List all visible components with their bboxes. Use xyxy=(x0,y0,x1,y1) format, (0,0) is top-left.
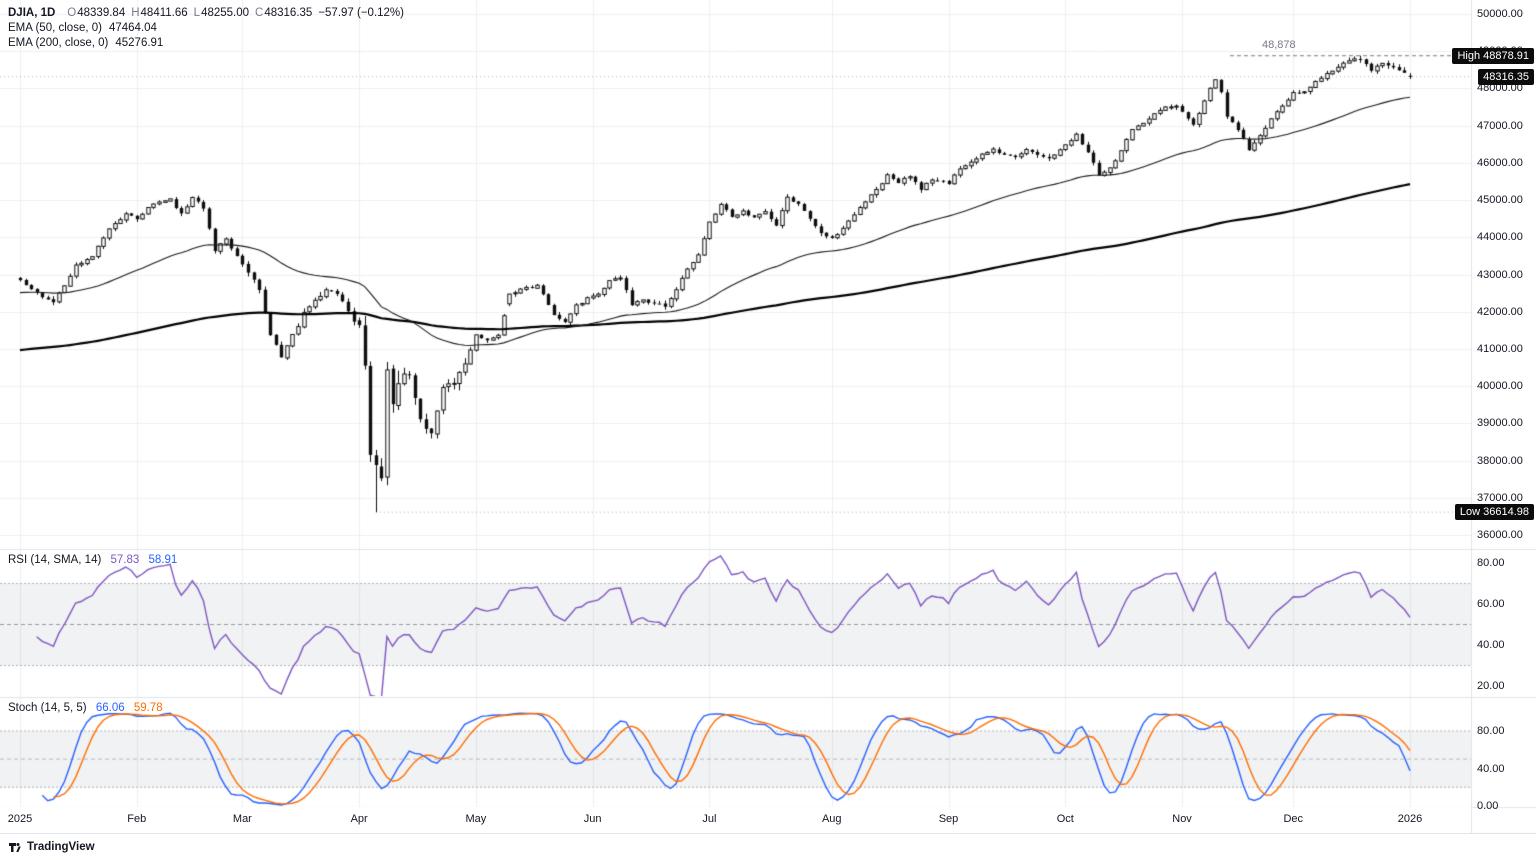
stoch-label: Stoch (14, 5, 5) xyxy=(8,702,87,714)
price-axis[interactable]: High 48878.91 48316.35 Low 36614.98 5000… xyxy=(1452,0,1536,833)
price-tick-label: 45000.00 xyxy=(1477,194,1523,207)
rsi-tick-label: 20.00 xyxy=(1477,680,1505,692)
low-label: L xyxy=(193,7,201,19)
high-value: 48411.66 xyxy=(140,7,188,19)
rsi-ma-value: 58.91 xyxy=(148,554,178,566)
open-value: 48339.84 xyxy=(77,7,126,19)
time-axis-label: 2025 xyxy=(7,813,33,825)
time-axis-label: Dec xyxy=(1283,813,1304,825)
tradingview-logo-icon xyxy=(9,843,21,852)
high-label: H xyxy=(131,7,140,19)
stoch-k-value: 66.06 xyxy=(95,702,125,714)
price-tick-label: 46000.00 xyxy=(1477,156,1523,169)
symbol-title: DJIA, 1D xyxy=(8,7,56,19)
time-axis-label: Aug xyxy=(821,813,842,825)
stoch-tick-label: 40.00 xyxy=(1477,762,1505,775)
last-price-badge: 48316.35 xyxy=(1478,68,1534,85)
time-axis-label: 2026 xyxy=(1397,813,1423,825)
low-value: 48255.00 xyxy=(201,7,250,19)
stoch-d-value: 59.78 xyxy=(133,702,163,714)
ema200-label: EMA (200, close, 0) xyxy=(8,37,109,49)
ema50-value: 47464.04 xyxy=(108,22,157,34)
rsi-label: RSI (14, SMA, 14) xyxy=(8,554,102,566)
footer-bar: TradingView xyxy=(0,833,1536,860)
price-tick-label: 37000.00 xyxy=(1477,491,1523,504)
time-axis-label: Jul xyxy=(702,813,717,825)
high-price-badge: High 48878.91 xyxy=(1452,47,1534,64)
stoch-tick-label: 80.00 xyxy=(1477,725,1505,737)
time-axis-label: Sep xyxy=(938,813,959,825)
price-tick-label: 41000.00 xyxy=(1477,342,1523,355)
ema200-legend-row[interactable]: EMA (200, close, 0) 45276.91 xyxy=(8,36,404,51)
close-label: C xyxy=(255,7,264,19)
stoch-legend-row[interactable]: Stoch (14, 5, 5) 66.06 59.78 xyxy=(8,702,163,714)
price-tick-label: 44000.00 xyxy=(1477,231,1523,244)
tradingview-wordmark: TradingView xyxy=(27,841,95,853)
rsi-legend-row[interactable]: RSI (14, SMA, 14) 57.83 58.91 xyxy=(8,554,177,566)
price-tick-label: 40000.00 xyxy=(1477,380,1523,393)
stoch-tick-label: 0.00 xyxy=(1477,800,1499,812)
time-axis-label: May xyxy=(465,813,487,825)
tradingview-link[interactable]: TradingView xyxy=(8,840,95,854)
close-value: 48316.35 xyxy=(264,7,313,19)
price-tick-label: 38000.00 xyxy=(1477,454,1523,467)
time-axis[interactable]: 2025 Feb Mar Apr May Jun Jul Aug Sep Oct Nov Dec 202… xyxy=(0,807,1471,833)
price-tick-label: 36000.00 xyxy=(1477,529,1523,542)
price-tick-label: 42000.00 xyxy=(1477,305,1523,318)
change-value: −57.97 (−0.12%) xyxy=(318,7,404,19)
time-axis-label: Jun xyxy=(583,813,602,825)
rsi-tick-label: 40.00 xyxy=(1477,639,1505,651)
rsi-tick-label: 60.00 xyxy=(1477,598,1505,610)
price-tick-label: 47000.00 xyxy=(1477,119,1523,132)
ema50-legend-row[interactable]: EMA (50, close, 0) 47464.04 xyxy=(8,21,404,36)
open-label: O xyxy=(67,7,77,19)
price-tick-label: 39000.00 xyxy=(1477,417,1523,430)
time-axis-label: Mar xyxy=(232,813,252,825)
rsi-value: 57.83 xyxy=(110,554,140,566)
rsi-tick-label: 80.00 xyxy=(1477,557,1505,569)
low-price-badge: Low 36614.98 xyxy=(1454,504,1534,521)
symbol-ohlc-row[interactable]: DJIA, 1D O48339.84 H48411.66 L48255.00 C4831… xyxy=(8,6,404,21)
time-axis-label: Nov xyxy=(1172,813,1192,825)
symbol-legend: DJIA, 1D O48339.84 H48411.66 L48255.00 C4831… xyxy=(8,6,404,51)
ema200-value: 45276.91 xyxy=(115,37,164,49)
price-tick-label: 48000.00 xyxy=(1477,82,1523,95)
high-level-annotation: 48,878 xyxy=(1262,38,1296,51)
ema50-label: EMA (50, close, 0) xyxy=(8,22,102,34)
time-axis-label: Apr xyxy=(350,813,368,825)
price-tick-label: 50000.00 xyxy=(1477,8,1523,20)
price-tick-label: 43000.00 xyxy=(1477,268,1523,281)
time-axis-label: Oct xyxy=(1056,813,1074,825)
time-axis-label: Feb xyxy=(127,813,147,825)
